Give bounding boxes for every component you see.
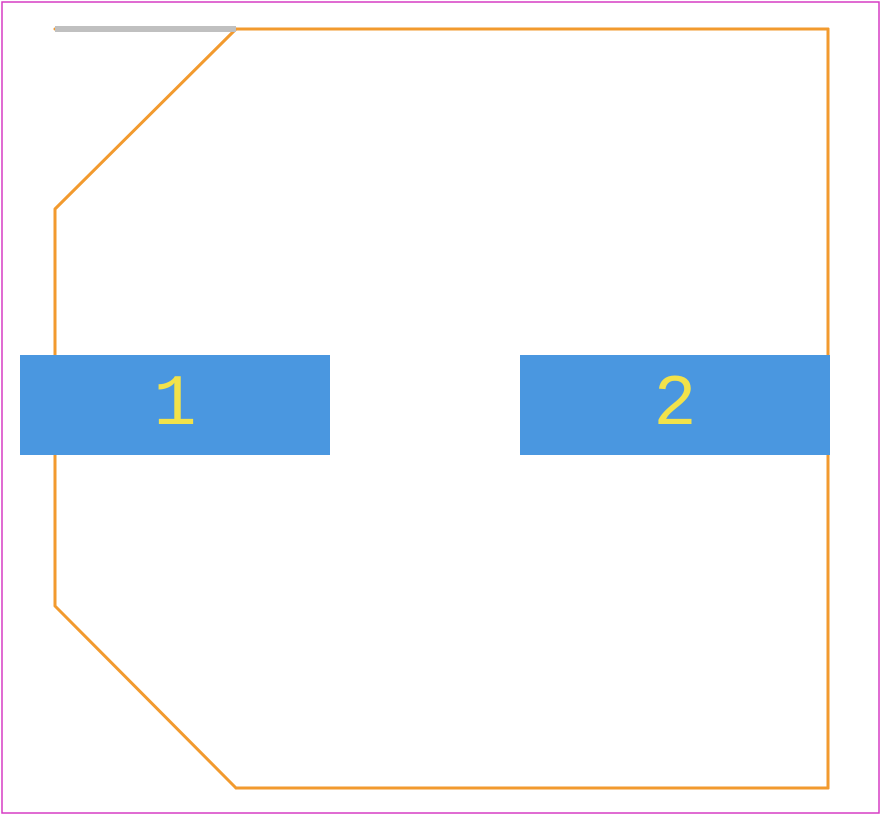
pad-1-label: 1 xyxy=(153,364,196,446)
pad-2: 2 xyxy=(520,355,830,455)
pad-2-label: 2 xyxy=(653,364,696,446)
pad-1: 1 xyxy=(20,355,330,455)
